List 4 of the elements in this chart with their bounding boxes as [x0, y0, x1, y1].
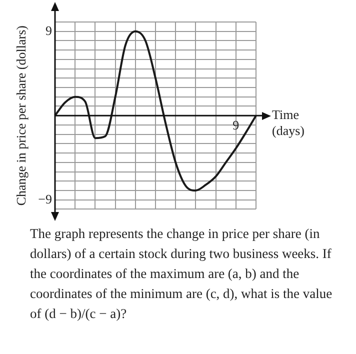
- x-axis-title: Time (days): [272, 107, 304, 138]
- y-tick-label: −9: [38, 191, 52, 206]
- y-axis-title: Change in price per share (dollars): [13, 26, 28, 206]
- text: The graph represents the change in price per share (in dollars) of a certain stock during two business weeks. If the coordinates of the maximum are (a, b) and the coordinates of the minimum are (c, d), what is the value of (d − b)/(c − a)?: [30, 225, 334, 323]
